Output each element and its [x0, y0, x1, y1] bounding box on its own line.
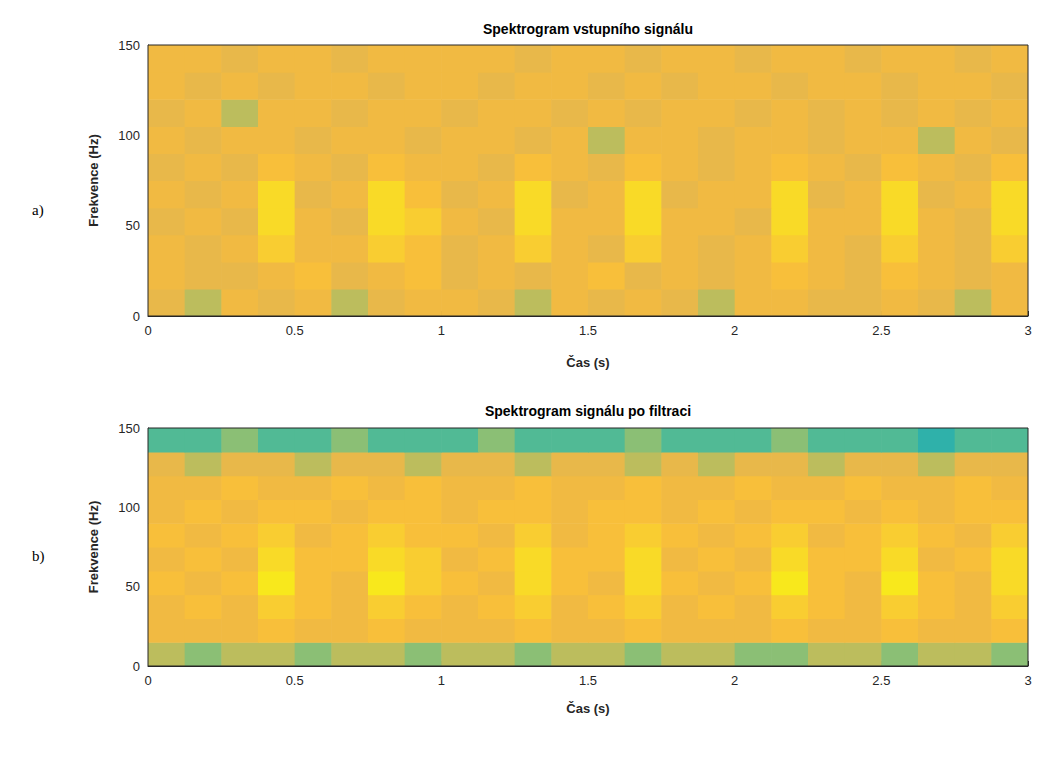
svg-text:a): a) — [32, 202, 44, 219]
svg-text:2.5: 2.5 — [872, 323, 890, 338]
svg-text:50: 50 — [126, 579, 140, 594]
svg-text:0: 0 — [133, 309, 140, 324]
svg-text:0: 0 — [133, 659, 140, 674]
svg-text:150: 150 — [118, 421, 140, 436]
svg-text:2: 2 — [731, 323, 738, 338]
svg-text:0: 0 — [144, 673, 151, 688]
svg-text:1: 1 — [438, 673, 445, 688]
svg-text:0.5: 0.5 — [286, 323, 304, 338]
svg-text:100: 100 — [118, 128, 140, 143]
svg-text:100: 100 — [118, 500, 140, 515]
svg-text:1.5: 1.5 — [579, 323, 597, 338]
svg-text:3: 3 — [1024, 673, 1031, 688]
svg-text:0.5: 0.5 — [286, 673, 304, 688]
svg-text:Frekvence (Hz): Frekvence (Hz) — [86, 501, 101, 593]
svg-text:150: 150 — [118, 38, 140, 53]
svg-text:Čas (s): Čas (s) — [566, 701, 609, 716]
svg-text:2: 2 — [731, 673, 738, 688]
svg-text:0: 0 — [144, 323, 151, 338]
svg-text:1: 1 — [438, 323, 445, 338]
svg-text:Frekvence (Hz): Frekvence (Hz) — [86, 134, 101, 226]
svg-text:3: 3 — [1024, 323, 1031, 338]
svg-text:2.5: 2.5 — [872, 673, 890, 688]
svg-text:1.5: 1.5 — [579, 673, 597, 688]
svg-text:b): b) — [32, 548, 45, 565]
svg-text:Spektrogram signálu po filtrac: Spektrogram signálu po filtraci — [485, 403, 691, 419]
svg-text:Čas (s): Čas (s) — [566, 355, 609, 370]
svg-text:Spektrogram vstupního signálu: Spektrogram vstupního signálu — [483, 21, 693, 37]
svg-text:50: 50 — [126, 218, 140, 233]
